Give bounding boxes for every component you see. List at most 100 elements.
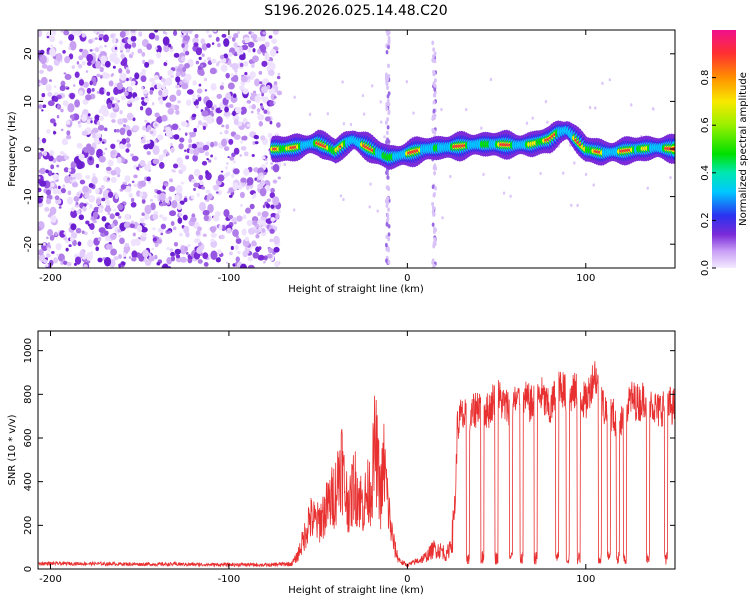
noise-dot <box>182 214 188 221</box>
noise-dot <box>67 190 72 196</box>
noise-dot <box>124 175 131 183</box>
noise-dot <box>489 77 493 82</box>
noise-dot <box>168 43 172 48</box>
noise-dot <box>46 65 54 72</box>
noise-dot <box>171 200 178 209</box>
noise-dot <box>225 92 231 100</box>
noise-dot <box>231 73 234 77</box>
noise-dot <box>592 183 595 187</box>
noise-dot <box>230 76 237 82</box>
noise-dot <box>243 168 250 176</box>
noise-dot <box>124 243 130 247</box>
noise-dot <box>78 90 84 96</box>
noise-dot <box>204 89 208 92</box>
noise-dot <box>193 182 200 188</box>
noise-dot <box>227 82 235 90</box>
noise-dot <box>201 42 208 51</box>
noise-dot <box>63 72 67 75</box>
noise-dot <box>169 248 174 252</box>
noise-dot <box>202 144 210 151</box>
noise-dot <box>132 125 140 132</box>
noise-dot <box>219 54 225 60</box>
noise-dot <box>126 112 134 121</box>
noise-dot <box>62 50 66 54</box>
noise-dot <box>341 80 344 84</box>
noise-dot <box>110 223 115 228</box>
noise-dot <box>570 203 573 207</box>
noise-dot <box>184 62 190 69</box>
noise-dot <box>53 130 56 135</box>
noise-dot <box>174 248 182 255</box>
noise-dot <box>126 77 129 82</box>
noise-dot <box>227 35 232 40</box>
noise-dot <box>175 254 181 259</box>
noise-dot <box>167 152 170 156</box>
noise-dot <box>262 156 266 160</box>
noise-dot <box>369 182 372 186</box>
noise-dot <box>178 143 184 150</box>
noise-dot <box>96 73 101 78</box>
noise-dot <box>117 100 120 103</box>
noise-dot <box>240 203 243 208</box>
noise-dot <box>59 85 66 92</box>
noise-dot <box>117 215 122 219</box>
noise-dot <box>224 129 229 135</box>
noise-dot <box>175 71 181 77</box>
noise-dot <box>120 95 127 101</box>
noise-dot <box>121 138 127 145</box>
noise-dot <box>273 96 277 99</box>
noise-dot <box>210 58 217 64</box>
noise-dot <box>38 249 44 256</box>
noise-dot <box>183 34 191 42</box>
noise-dot <box>92 211 99 219</box>
noise-dot <box>254 78 260 87</box>
noise-dot <box>235 238 242 244</box>
noise-dot <box>178 127 182 131</box>
artifact-dot <box>387 139 391 144</box>
noise-dot <box>185 155 190 160</box>
noise-dot <box>72 239 77 247</box>
snr-plot-area <box>38 331 675 569</box>
colorbar-tick-label: 0.4 <box>700 165 711 181</box>
noise-dot <box>209 67 217 75</box>
colorbar-label: Normalized spectral amplitude <box>738 72 749 226</box>
noise-dot <box>181 43 185 48</box>
noise-dot <box>98 227 106 234</box>
noise-dot <box>186 89 194 95</box>
noise-dot <box>133 174 138 179</box>
noise-dot <box>184 73 192 82</box>
noise-dot <box>263 260 266 264</box>
noise-dot <box>53 257 59 264</box>
noise-dot <box>160 223 167 230</box>
noise-dot <box>110 74 114 78</box>
noise-dot <box>210 232 217 238</box>
noise-dot <box>88 183 94 188</box>
noise-dot <box>259 175 264 180</box>
noise-dot <box>215 257 221 263</box>
noise-dot <box>252 48 256 53</box>
noise-dot <box>113 128 117 133</box>
noise-dot <box>124 91 129 97</box>
noise-dot <box>293 95 296 99</box>
artifact-dot <box>385 170 388 176</box>
noise-dot <box>58 206 62 209</box>
noise-dot <box>81 49 89 58</box>
noise-dot <box>246 99 252 104</box>
noise-dot <box>276 90 283 96</box>
artifact-dot <box>431 205 435 211</box>
noise-dot <box>39 82 43 86</box>
noise-dot <box>263 171 267 176</box>
noise-dot <box>263 255 268 261</box>
noise-dot <box>283 162 286 167</box>
noise-dot <box>189 148 194 155</box>
noise-dot <box>273 235 280 245</box>
noise-dot <box>52 188 59 195</box>
noise-dot <box>92 127 99 134</box>
artifact-dot <box>432 263 436 268</box>
noise-dot <box>81 114 88 122</box>
colorbar-gradient <box>712 30 736 268</box>
noise-dot <box>342 197 345 202</box>
noise-dot <box>156 239 162 244</box>
noise-dot <box>154 47 158 50</box>
